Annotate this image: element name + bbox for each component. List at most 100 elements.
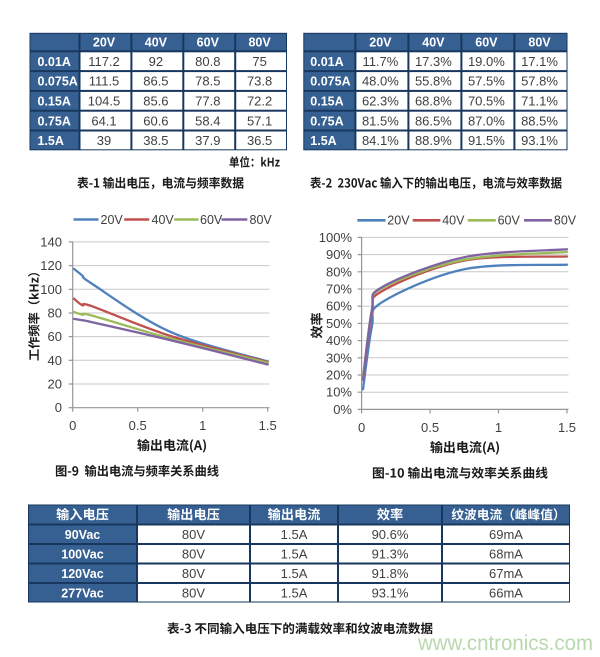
svg-text:0.075A: 0.075A (38, 75, 78, 89)
svg-text:62.3%: 62.3% (362, 94, 399, 109)
svg-text:57.8%: 57.8% (521, 74, 558, 89)
svg-text:80%: 80% (326, 264, 352, 279)
svg-text:48.0%: 48.0% (362, 74, 399, 89)
svg-text:80V: 80V (250, 213, 273, 227)
svg-text:1.5A: 1.5A (281, 546, 308, 561)
svg-text:0: 0 (358, 420, 365, 435)
svg-text:87.0%: 87.0% (468, 113, 505, 128)
svg-text:73.8: 73.8 (247, 74, 272, 89)
svg-text:1: 1 (199, 418, 206, 433)
svg-text:0.5: 0.5 (421, 420, 439, 435)
svg-text:92: 92 (149, 54, 163, 69)
svg-text:20V: 20V (387, 214, 410, 228)
svg-text:1.5A: 1.5A (281, 527, 308, 542)
svg-text:104.5: 104.5 (88, 94, 121, 109)
svg-text:86.5: 86.5 (143, 74, 168, 89)
svg-text:0.01A: 0.01A (38, 55, 71, 69)
svg-text:100Vac: 100Vac (61, 547, 103, 561)
svg-text:0.75A: 0.75A (310, 114, 343, 128)
svg-text:1: 1 (495, 420, 502, 435)
svg-text:0.75A: 0.75A (38, 114, 71, 128)
svg-text:70.5%: 70.5% (468, 94, 505, 109)
svg-text:72.2: 72.2 (247, 94, 272, 109)
svg-text:68mA: 68mA (489, 546, 523, 561)
svg-text:36.5: 36.5 (247, 133, 272, 148)
svg-text:81.5%: 81.5% (362, 113, 399, 128)
svg-text:120Vac: 120Vac (61, 567, 103, 581)
svg-text:91.3%: 91.3% (372, 546, 409, 561)
svg-text:0.075A: 0.075A (310, 75, 350, 89)
svg-text:111.5: 111.5 (89, 74, 120, 89)
svg-text:40V: 40V (422, 36, 445, 50)
svg-text:69mA: 69mA (489, 527, 523, 542)
svg-text:17.1%: 17.1% (521, 54, 558, 69)
svg-text:60V: 60V (498, 214, 521, 228)
svg-text:67mA: 67mA (489, 566, 523, 581)
svg-text:64.1: 64.1 (91, 113, 116, 128)
svg-text:60V: 60V (475, 36, 498, 50)
svg-text:39: 39 (97, 133, 111, 148)
svg-text:88.9%: 88.9% (415, 133, 452, 148)
svg-text:40V: 40V (442, 214, 465, 228)
svg-text:0.5: 0.5 (129, 418, 147, 433)
svg-text:71.1%: 71.1% (521, 94, 558, 109)
svg-text:0: 0 (69, 418, 76, 433)
svg-text:10%: 10% (326, 385, 352, 400)
svg-text:www.cntronics.com: www.cntronics.com (417, 632, 593, 655)
svg-text:88.5%: 88.5% (521, 113, 558, 128)
svg-text:37.9: 37.9 (195, 133, 220, 148)
svg-text:20V: 20V (369, 36, 392, 50)
svg-text:1.5: 1.5 (259, 418, 277, 433)
svg-text:1.5A: 1.5A (310, 134, 336, 148)
svg-text:68.8%: 68.8% (415, 94, 452, 109)
svg-text:140: 140 (40, 234, 62, 249)
svg-text:0.01A: 0.01A (310, 55, 343, 69)
svg-text:75: 75 (252, 54, 266, 69)
svg-text:19.0%: 19.0% (468, 54, 505, 69)
svg-text:60V: 60V (200, 213, 223, 227)
svg-text:90Vac: 90Vac (65, 528, 101, 542)
svg-text:40%: 40% (326, 333, 352, 348)
svg-text:0: 0 (55, 400, 62, 415)
svg-text:70%: 70% (326, 282, 352, 297)
svg-text:17.3%: 17.3% (415, 54, 452, 69)
svg-text:20: 20 (48, 377, 62, 392)
svg-text:20V: 20V (101, 213, 124, 227)
svg-text:80V: 80V (182, 527, 205, 542)
svg-text:50%: 50% (326, 316, 352, 331)
svg-text:84.1%: 84.1% (362, 133, 399, 148)
svg-text:0.15A: 0.15A (310, 95, 343, 109)
svg-text:20V: 20V (93, 36, 116, 50)
svg-text:0.15A: 0.15A (38, 95, 71, 109)
svg-text:1.5A: 1.5A (281, 585, 308, 600)
svg-text:40: 40 (48, 353, 62, 368)
svg-text:11.7%: 11.7% (362, 54, 398, 69)
svg-text:90.6%: 90.6% (372, 527, 409, 542)
svg-text:120: 120 (40, 258, 62, 273)
svg-text:80: 80 (48, 306, 62, 321)
svg-text:93.1%: 93.1% (372, 585, 409, 600)
svg-text:30%: 30% (326, 350, 352, 365)
svg-text:85.6: 85.6 (143, 94, 168, 109)
svg-text:38.5: 38.5 (143, 133, 168, 148)
svg-text:57.1: 57.1 (247, 113, 272, 128)
svg-text:60%: 60% (326, 299, 352, 314)
svg-text:1.5A: 1.5A (281, 566, 308, 581)
svg-text:80V: 80V (528, 36, 551, 50)
svg-text:80V: 80V (182, 585, 205, 600)
svg-text:78.5: 78.5 (195, 74, 220, 89)
svg-text:93.1%: 93.1% (521, 133, 558, 148)
svg-text:0%: 0% (333, 402, 352, 417)
svg-text:1.5A: 1.5A (38, 134, 64, 148)
svg-text:60: 60 (48, 329, 62, 344)
svg-text:80V: 80V (248, 36, 271, 50)
svg-text:40V: 40V (152, 213, 175, 227)
svg-text:90%: 90% (326, 247, 352, 262)
svg-text:20%: 20% (326, 368, 352, 383)
svg-text:57.5%: 57.5% (468, 74, 505, 89)
svg-text:66mA: 66mA (489, 585, 523, 600)
svg-text:77.8: 77.8 (195, 94, 220, 109)
svg-text:80V: 80V (182, 546, 205, 561)
svg-text:1.5: 1.5 (558, 420, 576, 435)
svg-text:100%: 100% (319, 230, 353, 245)
